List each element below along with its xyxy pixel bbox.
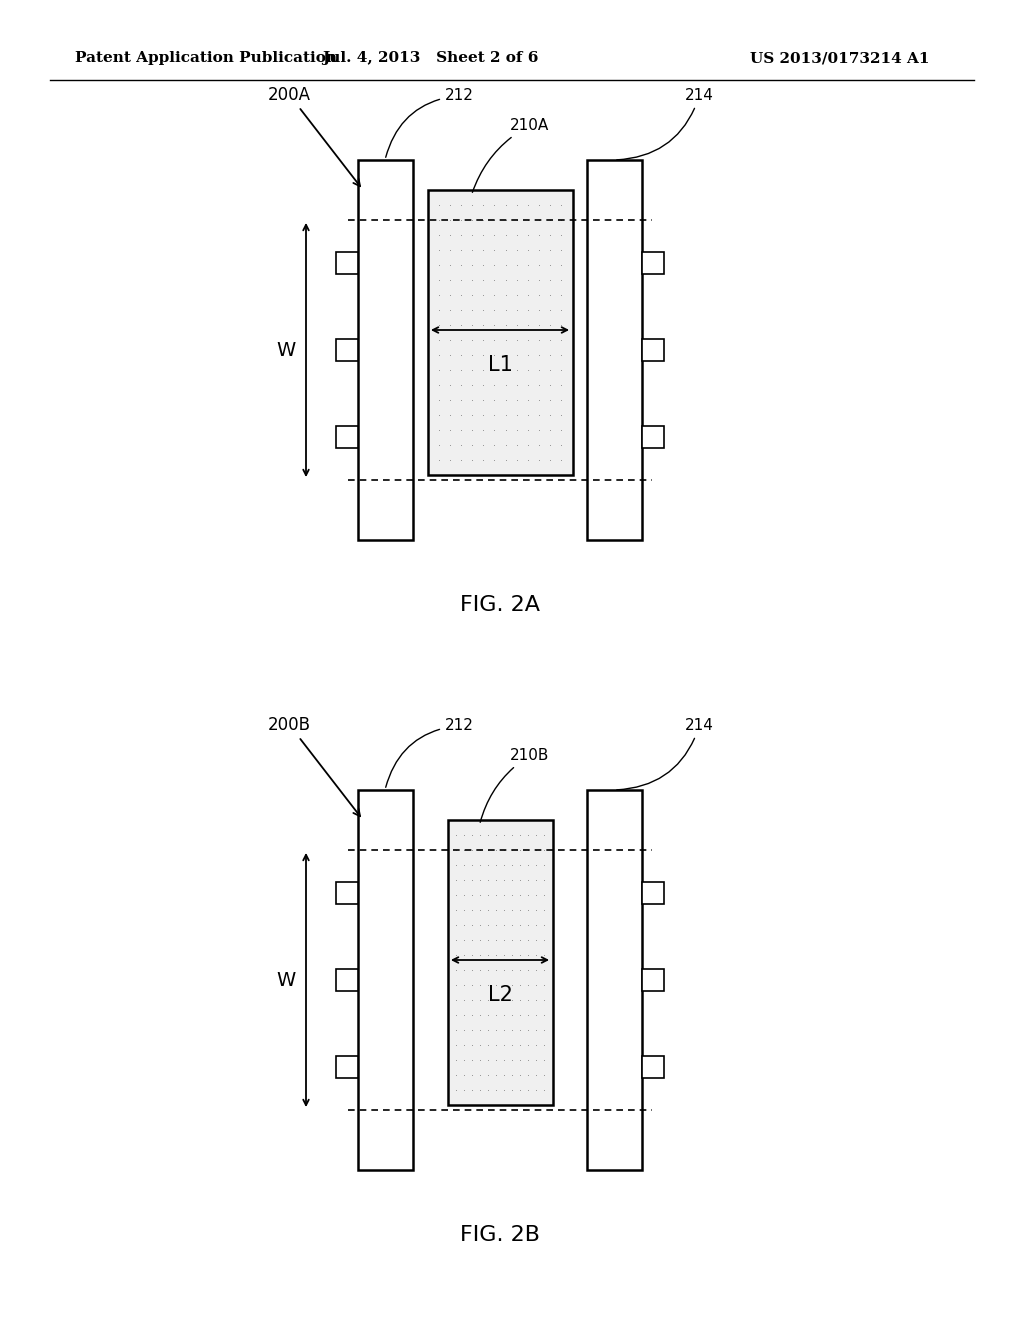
- Text: 200A: 200A: [268, 86, 360, 186]
- Text: FIG. 2B: FIG. 2B: [460, 1225, 540, 1245]
- Text: 210B: 210B: [480, 748, 549, 822]
- Bar: [358, 160, 413, 540]
- Text: 214: 214: [616, 718, 714, 789]
- Bar: [336, 882, 358, 904]
- Bar: [336, 339, 358, 360]
- Text: L2: L2: [487, 985, 512, 1005]
- Text: 200B: 200B: [268, 715, 360, 816]
- Bar: [587, 789, 642, 1170]
- Text: 210A: 210A: [472, 117, 549, 193]
- Bar: [587, 160, 642, 540]
- Text: L1: L1: [487, 355, 512, 375]
- Text: Jul. 4, 2013   Sheet 2 of 6: Jul. 4, 2013 Sheet 2 of 6: [322, 51, 539, 65]
- Text: Patent Application Publication: Patent Application Publication: [75, 51, 337, 65]
- Bar: [642, 339, 664, 360]
- Bar: [642, 425, 664, 447]
- Bar: [642, 969, 664, 991]
- Text: 214: 214: [616, 88, 714, 160]
- Bar: [642, 882, 664, 904]
- Bar: [336, 252, 358, 275]
- Bar: [428, 190, 573, 475]
- Text: US 2013/0173214 A1: US 2013/0173214 A1: [750, 51, 930, 65]
- Bar: [358, 789, 413, 1170]
- Text: FIG. 2A: FIG. 2A: [460, 595, 540, 615]
- Text: 212: 212: [386, 718, 474, 787]
- Bar: [449, 820, 553, 1105]
- Bar: [336, 969, 358, 991]
- Text: W: W: [276, 341, 296, 359]
- Text: 212: 212: [386, 88, 474, 157]
- Text: W: W: [276, 970, 296, 990]
- Bar: [336, 1056, 358, 1077]
- Bar: [642, 1056, 664, 1077]
- Bar: [642, 252, 664, 275]
- Bar: [336, 425, 358, 447]
